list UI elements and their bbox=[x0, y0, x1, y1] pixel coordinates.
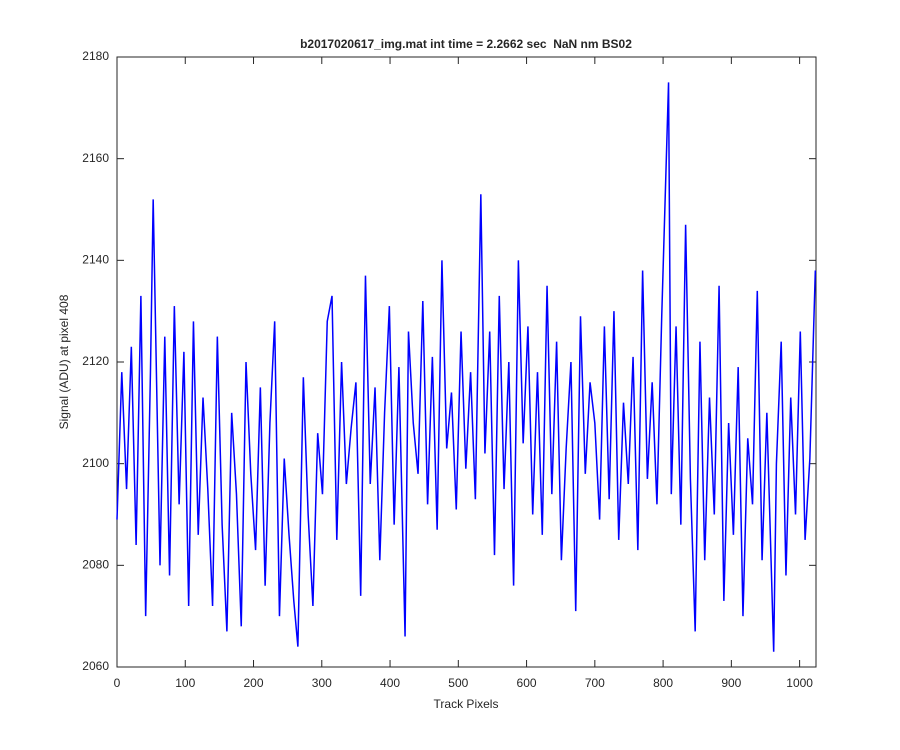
y-tick-label: 2080 bbox=[82, 558, 109, 572]
data-line bbox=[116, 82, 817, 652]
y-tick-label: 2120 bbox=[82, 354, 109, 368]
y-tick-label: 2160 bbox=[82, 151, 109, 165]
y-axis-label: Signal (ADU) at pixel 408 bbox=[57, 294, 71, 429]
x-tick-label: 200 bbox=[244, 676, 264, 690]
y-tick-label: 2060 bbox=[82, 659, 109, 673]
x-tick-label: 400 bbox=[380, 676, 400, 690]
x-tick-label: 700 bbox=[585, 676, 605, 690]
chart-title: b2017020617_img.mat int time = 2.2662 se… bbox=[300, 37, 632, 51]
x-tick-label: 500 bbox=[448, 676, 468, 690]
x-tick-label: 900 bbox=[721, 676, 741, 690]
y-tick-label: 2100 bbox=[82, 456, 109, 470]
y-tick-label: 2140 bbox=[82, 253, 109, 267]
x-tick-label: 100 bbox=[175, 676, 195, 690]
x-tick-label: 600 bbox=[517, 676, 537, 690]
x-tick-label: 1000 bbox=[786, 676, 813, 690]
x-tick-label: 800 bbox=[653, 676, 673, 690]
y-tick-label: 2180 bbox=[82, 49, 109, 63]
x-tick-label: 300 bbox=[312, 676, 332, 690]
x-tick-label: 0 bbox=[114, 676, 121, 690]
x-axis-label: Track Pixels bbox=[434, 697, 499, 711]
plot-area bbox=[116, 56, 817, 668]
